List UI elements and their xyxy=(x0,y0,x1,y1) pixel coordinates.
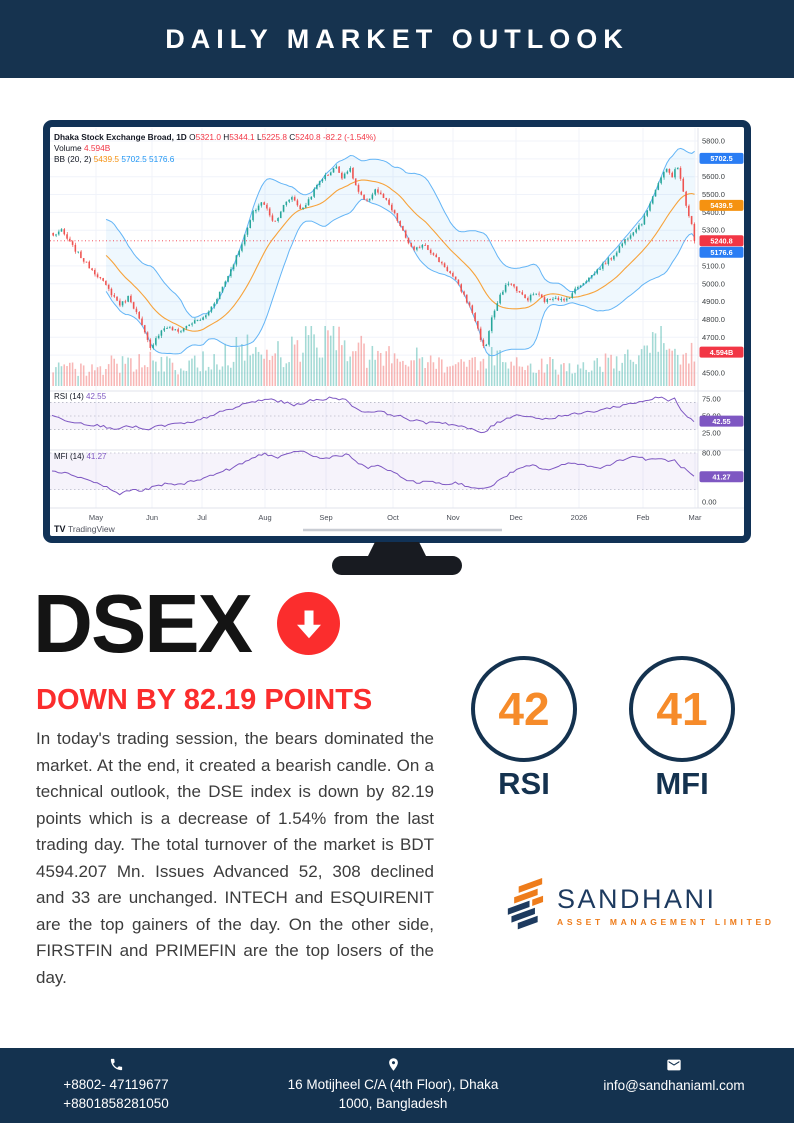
headline-subtitle: DOWN BY 82.19 POINTS xyxy=(36,684,373,716)
market-summary-text: In today's trading session, the bears do… xyxy=(36,729,434,987)
svg-text:5600.0: 5600.0 xyxy=(702,172,725,181)
svg-text:BB (20, 2) 5439.5 5702.5 51: BB (20, 2) 5439.5 5702.5 5176.6 xyxy=(54,154,175,164)
svg-text:4900.0: 4900.0 xyxy=(702,297,725,306)
footer-phone-block: +8802- 47119677 +8801858281050 xyxy=(0,1048,232,1123)
svg-text:5100.0: 5100.0 xyxy=(702,261,725,270)
headline: DSEX xyxy=(33,577,341,670)
email-icon xyxy=(667,1059,681,1071)
svg-text:5000.0: 5000.0 xyxy=(702,279,725,288)
svg-text:0.00: 0.00 xyxy=(702,498,717,507)
page-footer: +8802- 47119677 +8801858281050 16 Motijh… xyxy=(0,1048,794,1123)
rsi-gauge-value: 42 xyxy=(498,683,550,735)
svg-text:80.00: 80.00 xyxy=(702,449,721,458)
mfi-gauge-circle: 41 xyxy=(629,656,735,762)
footer-address-1: 16 Motijheel C/A (4th Floor), Dhaka xyxy=(287,1077,499,1092)
svg-text:Feb: Feb xyxy=(637,513,650,522)
svg-text:MFI (14) 41.27: MFI (14) 41.27 xyxy=(54,452,107,461)
svg-text:Mar: Mar xyxy=(689,513,702,522)
svg-text:5500.0: 5500.0 xyxy=(702,190,725,199)
svg-text:Aug: Aug xyxy=(258,513,271,522)
rsi-gauge-circle: 42 xyxy=(471,656,577,762)
svg-text:TradingView: TradingView xyxy=(68,524,116,534)
svg-text:5702.5: 5702.5 xyxy=(710,154,732,163)
svg-text:Jul: Jul xyxy=(197,513,207,522)
svg-text:75.00: 75.00 xyxy=(702,395,721,404)
phone-icon xyxy=(110,1058,122,1071)
svg-text:Dhaka Stock Exchange Broad, 1D: Dhaka Stock Exchange Broad, 1D O5321.0 H… xyxy=(54,132,376,142)
svg-text:5300.0: 5300.0 xyxy=(702,226,725,235)
svg-text:5176.6: 5176.6 xyxy=(710,248,732,257)
svg-text:Volume 4.594B: Volume 4.594B xyxy=(54,143,111,153)
svg-text:4.594B: 4.594B xyxy=(710,348,734,357)
mfi-gauge-label: MFI xyxy=(655,766,709,801)
footer-address-block: 16 Motijheel C/A (4th Floor), Dhaka 1000… xyxy=(232,1048,554,1123)
footer-email-block: info@sandhaniaml.com xyxy=(554,1048,794,1123)
svg-text:42.55: 42.55 xyxy=(712,417,730,426)
brand-name: SANDHANI xyxy=(557,884,717,915)
svg-text:Nov: Nov xyxy=(446,513,460,522)
svg-text:4500.0: 4500.0 xyxy=(702,369,725,378)
svg-text:TV: TV xyxy=(54,524,66,534)
svg-text:5240.8: 5240.8 xyxy=(710,237,732,246)
svg-text:4800.0: 4800.0 xyxy=(702,315,725,324)
footer-address-2: 1000, Bangladesh xyxy=(338,1096,448,1111)
svg-text:Jun: Jun xyxy=(146,513,158,522)
svg-text:25.00: 25.00 xyxy=(702,429,721,438)
footer-phone-1: +8802- 47119677 xyxy=(63,1077,169,1092)
monitor-stand-neck xyxy=(368,542,426,556)
svg-text:May: May xyxy=(89,513,103,522)
svg-text:41.27: 41.27 xyxy=(712,473,730,482)
index-symbol: DSEX xyxy=(33,577,253,670)
footer-email: info@sandhaniaml.com xyxy=(603,1078,745,1093)
svg-text:Sep: Sep xyxy=(319,513,332,522)
brand-logo: SANDHANI ASSET MANAGEMENT LIMITED xyxy=(502,878,775,934)
rsi-gauge-label: RSI xyxy=(498,766,550,801)
location-pin-icon xyxy=(388,1058,398,1071)
down-arrow-icon xyxy=(277,592,341,655)
svg-text:5439.5: 5439.5 xyxy=(710,201,732,210)
page-title: DAILY MARKET OUTLOOK xyxy=(165,23,629,54)
monitor-stand-base xyxy=(332,556,462,575)
svg-text:5400.0: 5400.0 xyxy=(702,208,725,217)
mfi-gauge-value: 41 xyxy=(656,683,708,735)
svg-text:Dec: Dec xyxy=(509,513,523,522)
svg-text:RSI (14) 42.55: RSI (14) 42.55 xyxy=(54,392,107,401)
svg-text:Oct: Oct xyxy=(387,513,400,522)
page-header: DAILY MARKET OUTLOOK xyxy=(0,0,794,78)
monitor-frame: 5800.0 5600.0 5500.0 5400.0 5300.0 5100.0 5000… xyxy=(43,120,751,543)
brand-logo-mark xyxy=(507,878,544,930)
tradingview-chart-canvas: 5800.0 5600.0 5500.0 5400.0 5300.0 5100.0 5000… xyxy=(50,128,744,534)
brand-tagline: ASSET MANAGEMENT LIMITED xyxy=(557,916,775,927)
svg-text:5800.0: 5800.0 xyxy=(702,137,725,146)
svg-text:4700.0: 4700.0 xyxy=(702,333,725,342)
footer-phone-2: +8801858281050 xyxy=(63,1096,169,1111)
brand-text: SANDHANI ASSET MANAGEMENT LIMITED xyxy=(557,884,775,927)
svg-text:2026: 2026 xyxy=(571,513,588,522)
